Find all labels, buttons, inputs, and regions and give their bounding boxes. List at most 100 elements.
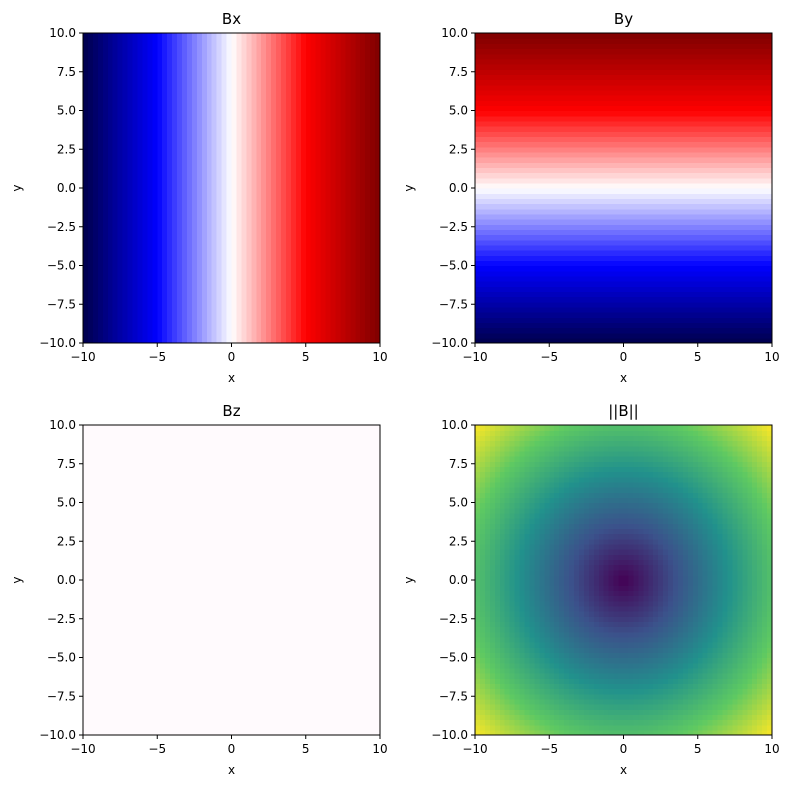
heatmap-cell <box>653 450 659 457</box>
heatmap-cell <box>648 574 654 581</box>
heatmap-cell <box>569 456 575 462</box>
heatmap-cell <box>682 709 689 715</box>
heatmap-cell <box>608 704 615 710</box>
heatmap-cell <box>554 574 560 581</box>
heatmap-cell <box>534 492 540 498</box>
heatmap-cell <box>722 569 729 576</box>
heatmap-cell <box>663 574 669 581</box>
heatmap-cell <box>608 611 615 617</box>
heatmap-cell <box>623 445 630 452</box>
heatmap-cell <box>499 709 506 715</box>
heatmap-cell <box>697 564 704 571</box>
heatmap-cell <box>593 688 600 695</box>
heatmap-cell <box>569 461 575 467</box>
heatmap-cell <box>499 631 506 638</box>
heatmap-cell <box>717 445 724 452</box>
heatmap-cell <box>762 683 768 690</box>
heatmap-cell <box>509 476 516 483</box>
heatmap-cell <box>742 580 748 586</box>
heatmap-cell <box>569 450 575 457</box>
heatmap-cell <box>514 507 521 514</box>
heatmap-cell <box>588 430 595 436</box>
heatmap-cell <box>757 621 763 628</box>
heatmap-cell <box>489 512 496 519</box>
heatmap-cell <box>588 543 595 550</box>
y-tick-label: 2.5 <box>449 142 468 156</box>
heatmap-cell <box>618 662 625 669</box>
heatmap-cell <box>475 626 481 633</box>
heatmap-cell <box>539 652 545 659</box>
heatmap-cell <box>668 662 674 669</box>
heatmap-cell <box>623 600 630 607</box>
heatmap-cell <box>574 518 580 524</box>
heatmap-cell <box>747 507 753 514</box>
heatmap-cell <box>663 523 669 529</box>
heatmap-cell <box>682 704 689 710</box>
heatmap-cell <box>663 719 669 726</box>
heatmap-cell <box>539 481 545 488</box>
heatmap-cell <box>717 729 724 736</box>
heatmap-cell <box>578 621 585 628</box>
heatmap-cell <box>564 729 570 736</box>
heatmap-cell <box>712 714 719 721</box>
heatmap-cell <box>677 724 684 731</box>
heatmap-cell <box>583 569 590 576</box>
heatmap-cell <box>564 662 570 669</box>
heatmap-cell <box>519 590 526 597</box>
heatmap-cell <box>712 481 719 488</box>
heatmap-cell <box>633 729 639 736</box>
heatmap-cell <box>663 631 669 638</box>
heatmap-cell <box>643 450 649 457</box>
heatmap-cell <box>554 543 560 550</box>
heatmap-cell <box>529 425 535 431</box>
heatmap-cell <box>697 574 704 581</box>
heatmap-cell <box>529 574 535 581</box>
heatmap-cell <box>598 569 605 576</box>
heatmap-cell <box>524 538 531 545</box>
heatmap-cell <box>732 476 738 483</box>
heatmap-cell <box>618 678 625 684</box>
heatmap-cell <box>559 616 565 622</box>
heatmap-cell <box>588 600 595 607</box>
heatmap-cell <box>762 430 768 436</box>
heatmap-cell <box>628 714 634 721</box>
heatmap-cell <box>578 652 585 659</box>
heatmap-cell <box>484 471 491 478</box>
heatmap-cell <box>638 554 644 560</box>
heatmap-cell <box>697 704 704 710</box>
heatmap-cell <box>569 476 575 483</box>
heatmap-cell <box>643 554 649 560</box>
heatmap-cell <box>747 626 753 633</box>
heatmap-cell <box>707 688 714 695</box>
heatmap-cell <box>529 693 535 700</box>
x-axis-label: x <box>228 763 235 777</box>
heatmap-cell <box>648 481 654 488</box>
heatmap-cell <box>727 481 733 488</box>
heatmap-cell <box>475 476 481 483</box>
heatmap-cell <box>494 549 501 555</box>
heatmap-cell <box>677 574 684 581</box>
heatmap-cell <box>643 621 649 628</box>
heatmap-cell <box>712 688 719 695</box>
heatmap-cell <box>583 554 590 560</box>
heatmap-cell <box>613 724 620 731</box>
heatmap-cell <box>663 507 669 514</box>
heatmap-cell <box>613 492 620 498</box>
heatmap-cell <box>752 709 758 715</box>
y-tick-label: 10.0 <box>49 418 76 432</box>
heatmap-cell <box>643 688 649 695</box>
heatmap-cell <box>603 569 610 576</box>
heatmap-cell <box>578 636 585 643</box>
heatmap-cell <box>687 631 694 638</box>
heatmap-cell <box>653 497 659 504</box>
heatmap-cell <box>598 461 605 467</box>
heatmap-cell <box>593 425 600 431</box>
heatmap-cell <box>539 621 545 628</box>
heatmap-cell <box>618 642 625 648</box>
heatmap-cell <box>752 683 758 690</box>
heatmap-cell <box>608 631 615 638</box>
heatmap-cell <box>747 481 753 488</box>
heatmap-cell <box>524 626 531 633</box>
heatmap-cell <box>544 564 550 571</box>
heatmap-cell <box>638 461 644 467</box>
